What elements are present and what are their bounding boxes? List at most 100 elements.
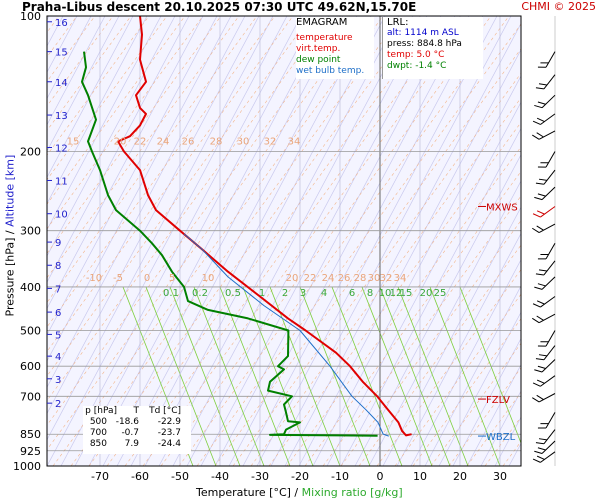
table-cell: -22.9 bbox=[157, 417, 181, 427]
mixing-ratio-label: 25 bbox=[434, 288, 447, 299]
dry-adiabat-line bbox=[47, 16, 246, 388]
wind-barb-flag bbox=[536, 300, 545, 305]
level-label-mxws: MXWS bbox=[486, 202, 518, 213]
wind-barbs bbox=[532, 16, 556, 466]
mixing-ratio-label: 4 bbox=[321, 288, 327, 299]
table-cell: -23.7 bbox=[157, 428, 181, 438]
wind-barb-flag bbox=[540, 162, 549, 164]
altitude-label: 8 bbox=[55, 261, 61, 272]
mixing-ratio-label: 0.1 bbox=[163, 288, 179, 299]
legend: EMAGRAM temperature virt.temp. dew point… bbox=[296, 17, 374, 79]
mixing-ratio-label: 8 bbox=[367, 288, 373, 299]
wind-barb bbox=[534, 359, 556, 373]
adiabat-label: -10 bbox=[86, 273, 102, 284]
lrl-panel: LRL: alt: 1114 m ASL press: 884.8 hPa te… bbox=[382, 17, 483, 79]
dry-adiabat-line bbox=[47, 16, 218, 336]
dry-adiabat-line bbox=[382, 206, 521, 466]
table-cell: 850 bbox=[89, 439, 107, 449]
lrl-pressure: press: 884.8 hPa bbox=[387, 39, 462, 49]
legend-item-virt-temp: virt.temp. bbox=[296, 44, 341, 54]
wind-barb-staff bbox=[543, 260, 556, 276]
mixing-ratio-label: 6 bbox=[349, 288, 355, 299]
wind-barb-staff bbox=[538, 393, 556, 403]
legend-title: EMAGRAM bbox=[296, 17, 348, 28]
wind-barb-flag bbox=[535, 182, 544, 185]
wind-barb-staff bbox=[538, 313, 556, 324]
dry-adiabat-line bbox=[565, 16, 600, 466]
adiabat-label: 26 bbox=[182, 136, 195, 147]
dry-adiabat-line bbox=[47, 16, 120, 152]
adiabat-label: 34 bbox=[394, 273, 407, 284]
y-tick-label: 1000 bbox=[13, 460, 41, 473]
wind-barb-flag bbox=[537, 427, 547, 429]
moist-adiabat-line bbox=[575, 16, 600, 466]
mixing-ratio-line bbox=[459, 286, 521, 445]
legend-item-temperature: temperature bbox=[296, 33, 353, 43]
y-tick-label: 200 bbox=[20, 145, 41, 158]
wind-barb bbox=[532, 296, 556, 308]
table-row: 700 -0.7 -23.7 bbox=[83, 428, 191, 439]
x-tick-label: -50 bbox=[171, 470, 189, 483]
wind-barb bbox=[537, 412, 556, 429]
wind-barb-flag bbox=[537, 283, 546, 287]
wind-barb bbox=[532, 451, 556, 463]
dry-adiabat-line bbox=[551, 16, 600, 466]
lrl-altitude: alt: 1114 m ASL bbox=[387, 28, 459, 38]
dry-adiabat-line bbox=[88, 16, 330, 466]
wind-barb-staff bbox=[543, 169, 556, 185]
mixing-ratio-line bbox=[379, 286, 451, 466]
wind-barb-staff bbox=[545, 151, 556, 168]
wind-barb-staff bbox=[541, 94, 556, 109]
wind-barb bbox=[537, 330, 556, 347]
wind-barb-staff bbox=[540, 451, 556, 463]
moist-adiabat-line bbox=[593, 16, 600, 466]
wind-barb bbox=[532, 113, 556, 125]
y-tick-label: 850 bbox=[20, 428, 41, 441]
altitude-label: 4 bbox=[55, 352, 61, 363]
altitude-label: 3 bbox=[55, 375, 61, 386]
wind-barb-flag bbox=[537, 447, 546, 451]
dry-adiabat-line bbox=[47, 16, 148, 205]
lrl-dewpoint: dwpt: -1.4 °C bbox=[387, 61, 447, 71]
altitude-label: 13 bbox=[55, 111, 68, 122]
wind-barb bbox=[537, 151, 556, 168]
x-tick-label: 0 bbox=[377, 470, 384, 483]
table-cell: 700 bbox=[89, 428, 107, 438]
wind-barb-flag bbox=[538, 83, 548, 86]
y-axis-label: Pressure [hPa] / Altitude [km] bbox=[3, 155, 17, 317]
y-tick-label: 100 bbox=[20, 10, 41, 23]
dry-adiabat-line bbox=[102, 16, 344, 466]
wind-barb-flag bbox=[532, 134, 540, 140]
dry-adiabat-line bbox=[354, 154, 521, 466]
wind-barb-staff bbox=[541, 440, 556, 454]
dry-adiabat-line bbox=[47, 16, 260, 415]
table-header: p [hPa] T Td [°C] bbox=[83, 406, 191, 417]
adiabat-label: 20 bbox=[286, 273, 299, 284]
y-axis-label-pressure: Pressure [hPa] / bbox=[3, 230, 17, 317]
altitude-label: 11 bbox=[55, 176, 68, 187]
adiabat-label: 34 bbox=[288, 136, 301, 147]
dry-adiabat-line bbox=[579, 16, 600, 466]
series-line-temperature bbox=[117, 16, 412, 437]
mixing-ratio-line bbox=[169, 286, 241, 466]
dry-adiabat-line bbox=[47, 16, 190, 283]
dry-adiabat-line bbox=[593, 16, 600, 466]
wind-barb-flag bbox=[532, 317, 540, 324]
wind-barb-flag bbox=[536, 379, 545, 384]
mixing-ratio-line bbox=[331, 286, 403, 466]
dry-adiabat-line bbox=[368, 180, 521, 466]
axis-tick-labels: -70 -60 -50 -40 -30 -20 -10 0 10 20 30100200300400… bbox=[13, 10, 518, 483]
wind-barb-flag bbox=[536, 132, 544, 138]
moist-adiabat-line bbox=[557, 16, 600, 466]
mixing-ratio-label: 0.2 bbox=[192, 288, 208, 299]
wind-barb-flag bbox=[537, 166, 547, 168]
wind-barb-flag bbox=[538, 269, 548, 272]
legend-item-dew-point: dew point bbox=[296, 55, 341, 65]
dry-adiabat-line bbox=[47, 16, 288, 466]
altitude-label: 2 bbox=[55, 399, 61, 410]
wind-barb bbox=[535, 260, 556, 276]
wind-barb-flag bbox=[535, 442, 544, 445]
mixing-ratio-line bbox=[361, 286, 433, 466]
y-tick-label: 300 bbox=[20, 225, 41, 238]
dry-adiabat-line bbox=[47, 16, 162, 231]
